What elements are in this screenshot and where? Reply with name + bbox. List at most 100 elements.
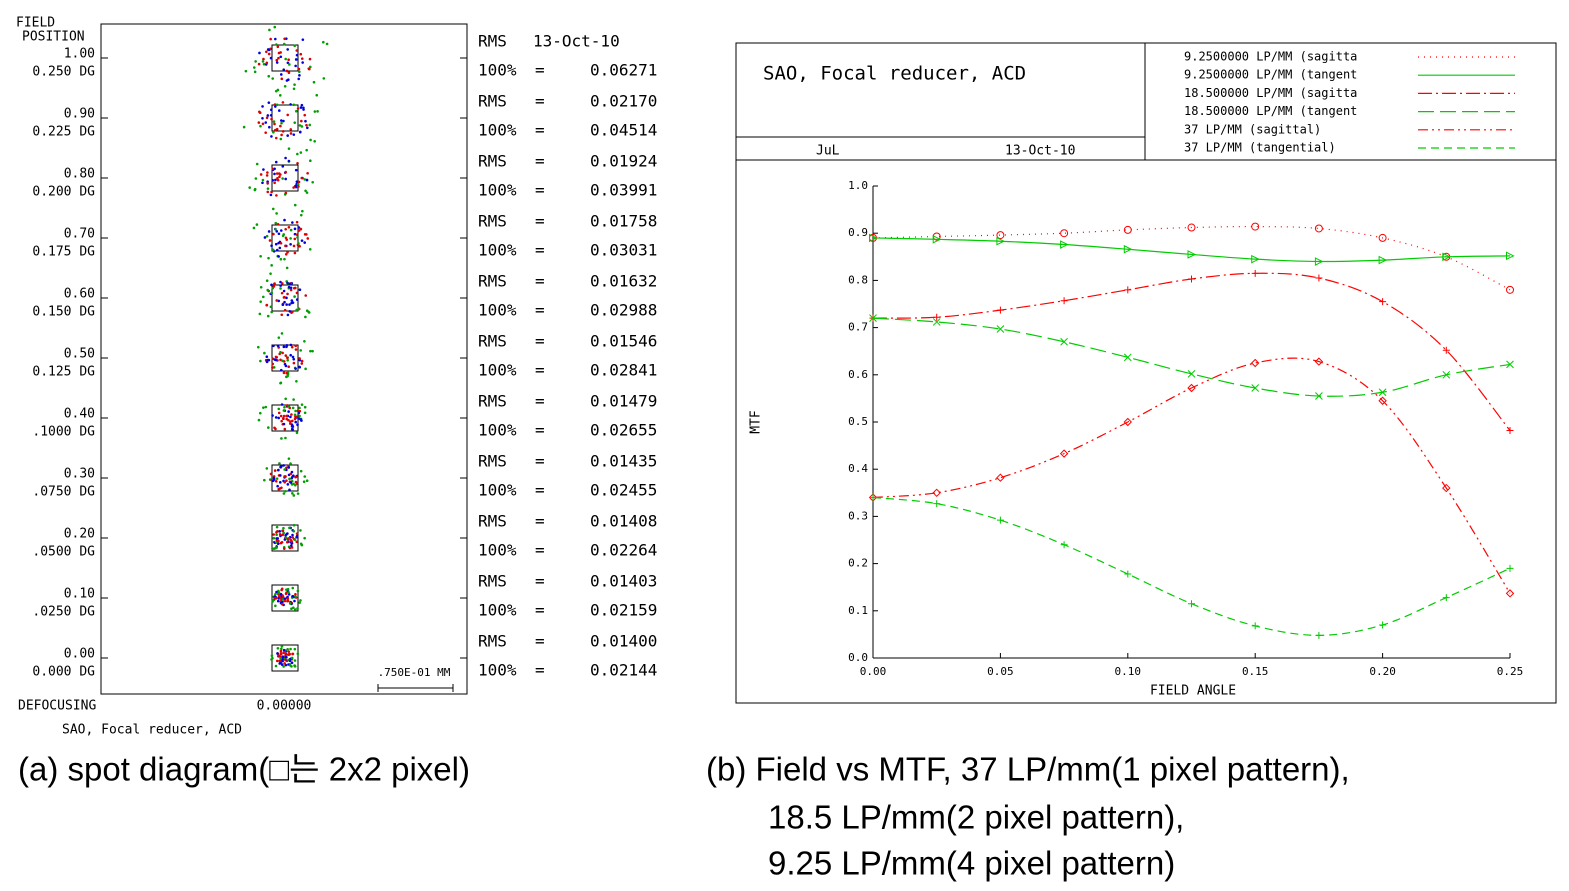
spot-ray bbox=[274, 592, 277, 596]
spot-ray bbox=[299, 349, 302, 352]
spot-ray bbox=[292, 529, 296, 533]
legend-label: 9.2500000 LP/MM (sagitta bbox=[1184, 50, 1357, 64]
marker bbox=[1505, 589, 1515, 598]
spot-ray bbox=[279, 381, 282, 385]
spot-ray bbox=[298, 288, 302, 292]
spot-ray bbox=[257, 62, 261, 66]
marker bbox=[1315, 631, 1323, 639]
rms-label: RMS bbox=[478, 452, 507, 471]
spot-ray bbox=[280, 133, 283, 137]
spot-ray bbox=[304, 189, 307, 193]
marker bbox=[1187, 383, 1196, 393]
marker bbox=[1315, 274, 1323, 282]
spot-ray bbox=[298, 70, 301, 74]
spot-ray bbox=[279, 137, 283, 141]
spot-ray bbox=[276, 599, 280, 603]
spot-ray bbox=[297, 307, 301, 311]
spot-ray bbox=[293, 44, 297, 48]
spot-ray bbox=[269, 272, 272, 275]
spot-ray bbox=[295, 532, 299, 535]
marker bbox=[1314, 357, 1324, 366]
spot-ray bbox=[281, 130, 285, 133]
spot-ray bbox=[275, 533, 278, 537]
spot-ray bbox=[284, 397, 287, 401]
spot-ray bbox=[298, 124, 302, 127]
field-angle: 0.250 DG bbox=[32, 65, 95, 80]
spot-ray bbox=[266, 314, 270, 318]
marker bbox=[996, 473, 1005, 482]
pixel-box bbox=[271, 524, 299, 552]
marker bbox=[1060, 541, 1068, 549]
marker bbox=[1251, 269, 1259, 277]
spot-ray bbox=[273, 122, 276, 126]
spot-ray bbox=[259, 173, 263, 176]
spot-ray bbox=[293, 665, 297, 668]
spot-ray bbox=[285, 466, 288, 469]
legend-label: 18.500000 LP/MM (tangent bbox=[1184, 104, 1357, 118]
spot-ray bbox=[279, 358, 282, 362]
spot-ray bbox=[284, 436, 287, 440]
spot-ray bbox=[290, 656, 294, 660]
p100-value: 0.02159 bbox=[590, 601, 657, 620]
rms-label: RMS bbox=[478, 92, 507, 111]
rms-value: 0.01546 bbox=[590, 332, 657, 351]
spot-ray bbox=[254, 60, 257, 63]
spot-ray bbox=[276, 344, 280, 348]
series-line bbox=[872, 496, 1511, 636]
spot-ray bbox=[266, 48, 270, 51]
spot-ray bbox=[262, 62, 266, 66]
spot-ray bbox=[287, 591, 290, 594]
spot-ray bbox=[274, 604, 277, 608]
defocus-value: 0.00000 bbox=[257, 699, 312, 714]
spot-ray bbox=[283, 662, 286, 665]
spot-ray bbox=[291, 594, 295, 598]
marker bbox=[996, 236, 1006, 246]
spot-ray bbox=[291, 424, 294, 428]
field-angle: .1000 DG bbox=[32, 425, 95, 440]
marker bbox=[1123, 417, 1133, 427]
equals: = bbox=[535, 181, 545, 200]
spot-ray bbox=[294, 420, 298, 424]
spot-ray bbox=[259, 254, 262, 258]
spot-ray bbox=[295, 49, 299, 52]
marker bbox=[1506, 285, 1514, 294]
marker bbox=[932, 235, 942, 244]
spot-ray bbox=[259, 124, 262, 128]
x-tick-label: 0.15 bbox=[1242, 665, 1269, 678]
spot-ray bbox=[279, 368, 283, 372]
spot-ray bbox=[269, 56, 273, 60]
marker bbox=[1187, 223, 1196, 232]
spot-ray bbox=[304, 367, 307, 371]
equals: = bbox=[535, 272, 545, 291]
spot-ray bbox=[273, 181, 276, 185]
spot-ray bbox=[299, 106, 303, 109]
spot-ray bbox=[281, 529, 285, 533]
spot-ray bbox=[272, 282, 276, 286]
spot-ray bbox=[279, 657, 282, 660]
spot-ray bbox=[255, 223, 259, 226]
spot-ray bbox=[261, 122, 265, 126]
spot-ray bbox=[259, 359, 262, 363]
spot-ray bbox=[281, 177, 284, 180]
spot-ray bbox=[290, 483, 294, 486]
spot-ray bbox=[266, 187, 270, 190]
spot-ray bbox=[277, 654, 280, 657]
spot-ray bbox=[297, 180, 301, 184]
spot-ray bbox=[295, 415, 298, 419]
marker bbox=[1123, 244, 1133, 254]
spot-ray bbox=[275, 212, 278, 215]
spot-ray bbox=[293, 227, 297, 231]
spot-ray bbox=[277, 468, 280, 472]
p100-label: 100% bbox=[478, 121, 517, 140]
spot-ray bbox=[269, 108, 273, 112]
spot-ray bbox=[299, 542, 303, 546]
spot-ray bbox=[259, 285, 263, 289]
spot-ray bbox=[289, 481, 293, 484]
defocus-label: DEFOCUSING bbox=[18, 699, 96, 714]
spot-ray bbox=[286, 292, 289, 296]
spot-ray bbox=[288, 477, 291, 481]
spot-ray bbox=[275, 299, 279, 302]
spot-ray bbox=[283, 308, 287, 312]
equals: = bbox=[535, 601, 545, 620]
spot-ray bbox=[269, 37, 272, 41]
